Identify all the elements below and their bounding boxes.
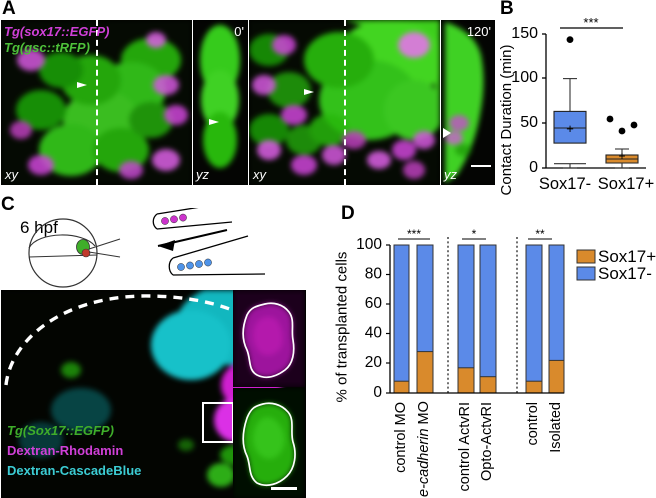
svg-text:150: 150	[511, 25, 538, 42]
svg-text:80: 80	[365, 266, 383, 283]
svg-text:100: 100	[356, 236, 382, 253]
svg-text:***: ***	[407, 227, 421, 241]
svg-text:+: +	[618, 149, 625, 163]
svg-text:Contact Duration (min): Contact Duration (min)	[498, 45, 515, 196]
svg-text:*: *	[472, 227, 477, 241]
svg-text:Sox17-: Sox17-	[598, 264, 652, 283]
svg-text:**: **	[535, 227, 545, 241]
svg-text:Sox17+: Sox17+	[598, 175, 654, 193]
svg-text:***: ***	[583, 15, 598, 30]
svg-text:50: 50	[520, 114, 538, 131]
svg-text:0: 0	[373, 384, 382, 401]
svg-text:+: +	[566, 121, 574, 136]
svg-text:100: 100	[511, 69, 538, 86]
svg-text:20: 20	[365, 354, 383, 371]
svg-text:Sox17-: Sox17-	[539, 175, 591, 193]
svg-text:0: 0	[529, 159, 538, 176]
svg-text:40: 40	[365, 325, 383, 342]
svg-text:60: 60	[365, 295, 383, 312]
